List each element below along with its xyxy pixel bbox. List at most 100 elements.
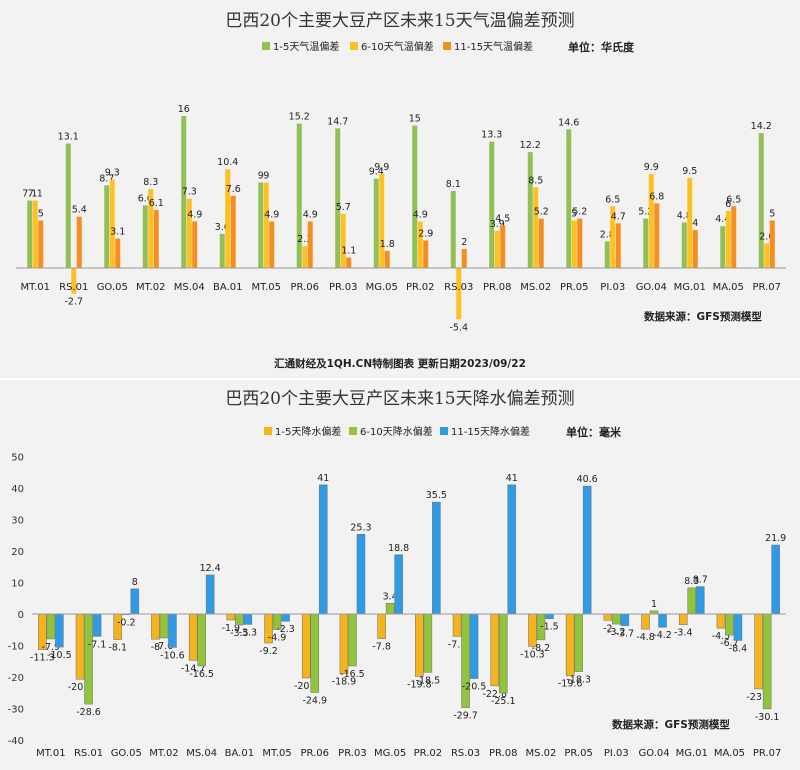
data-label-pr-08-series-1: -22.8 <box>482 689 507 700</box>
legend: 1-5天降水偏差 6-10天降水偏差 11-15天降水偏差 单位：毫米 <box>264 425 622 439</box>
y-tick-label: -10 <box>8 642 24 653</box>
data-label-pr-06-series-1: -20.3 <box>294 681 319 692</box>
bar-pr-07-series-2 <box>764 243 770 268</box>
bar-pr-07-series-1 <box>758 133 764 268</box>
data-label-rs-03-series-2: -29.7 <box>453 711 478 722</box>
category-labels: MT.01 RS.01 GO.05 MT.02 MS.04 BA.01 MT.05 PR.06… <box>36 748 781 759</box>
data-label-ba-01-series-2: 10.4 <box>217 157 238 168</box>
bar-ms-02-series-1 <box>528 613 537 647</box>
bar-mg-05-series-2 <box>379 173 385 268</box>
bar-ms-02-series-3 <box>538 218 544 268</box>
bar-mg-05-series-3 <box>384 250 390 268</box>
bar-mt-01-series-2 <box>46 613 56 640</box>
footer-credit: 汇通财经及1QH.CN特制图表 更新日期2023/09/22 <box>274 357 526 370</box>
bar-go-04-series-2 <box>648 173 654 268</box>
category-label-mg-05: MG.05 <box>366 282 398 293</box>
bar-series-group: -11.3-7.9-10.5-20.7-28.6-7.1 -8.1-0.28-8-… <box>30 473 786 723</box>
y-axis-ticks: -40 -30 -20 -10 0 10 20 30 40 50 <box>8 453 24 748</box>
chart-title: 巴西20个主要大豆产区未来15天降水偏差预测 <box>225 389 574 409</box>
data-label-mt-01-series-3: 5 <box>38 209 44 220</box>
bar-ms-02-series-1 <box>527 152 533 268</box>
bar-pr-05-series-1 <box>566 129 572 268</box>
bar-mt-02-series-3 <box>168 613 177 648</box>
legend-swatch-series-1 <box>264 427 272 435</box>
category-label-pr-02: PR.02 <box>406 282 435 293</box>
category-label-pr-08: PR.08 <box>483 282 512 293</box>
bar-rs-01-series-2 <box>71 268 77 294</box>
bar-ba-01-series-2 <box>225 169 231 268</box>
data-label-mt-02-series-3: 6.1 <box>149 198 164 209</box>
legend-swatch-series-3 <box>440 427 448 435</box>
bar-pr-06-series-2 <box>310 613 320 693</box>
bar-mg-01-series-3 <box>692 230 698 268</box>
bar-pr-05-series-1 <box>565 613 575 677</box>
data-label-pr-03-series-2: -16.5 <box>340 669 365 680</box>
data-label-mt-05-series-1: 9 <box>258 171 264 182</box>
data-label-pr-08-series-3: 4.5 <box>495 213 510 224</box>
data-label-go-05-series-1: -8.1 <box>108 643 127 654</box>
category-label-pr-06: PR.06 <box>300 748 329 759</box>
category-label-mt-05: MT.05 <box>262 748 291 759</box>
category-label-pr-03: PR.03 <box>329 282 358 293</box>
bar-ms-04-series-3 <box>192 221 198 268</box>
data-label-pi-03-series-3: 4.7 <box>611 211 626 222</box>
bar-pr-05-series-3 <box>582 485 592 615</box>
bar-ba-01-series-2 <box>235 613 244 626</box>
bar-ms-02-series-2 <box>533 187 539 268</box>
category-label-pr-07: PR.07 <box>752 282 781 293</box>
legend-label-series-2: 6-10天气温偏差 <box>361 40 434 53</box>
bar-mt-05-series-1 <box>258 182 264 268</box>
bar-rs-01-series-3 <box>92 613 102 637</box>
data-source-note: 数据来源：GFS预测模型 <box>643 310 762 323</box>
data-label-pr-02-series-1: 15 <box>409 114 421 125</box>
bar-mg-01-series-1 <box>681 222 687 268</box>
data-label-ma-05-series-1: 4.4 <box>715 214 730 225</box>
bar-pr-03-series-3 <box>356 534 366 615</box>
category-label-ba-01: BA.01 <box>225 748 254 759</box>
bar-ma-05-series-3 <box>733 613 743 641</box>
bar-ma-05-series-2 <box>725 613 734 636</box>
data-label-rs-01-series-1: 13.1 <box>58 132 79 143</box>
data-label-go-04-series-3: -4.2 <box>653 630 672 641</box>
bar-ma-05-series-2 <box>725 211 731 268</box>
bar-mt-05-series-2 <box>263 182 269 268</box>
data-label-go-05-series-3: 3.1 <box>110 227 125 238</box>
data-label-pr-05-series-2: 5 <box>571 209 577 220</box>
bar-pr-03-series-1 <box>335 128 341 268</box>
data-label-ba-01-series-3: -3.3 <box>239 627 258 638</box>
bar-rs-01-series-1 <box>65 143 71 268</box>
data-label-rs-03-series-3: -20.5 <box>462 682 487 693</box>
data-label-pr-02-series-2: 4.9 <box>413 209 428 220</box>
bar-ba-01-series-1 <box>219 233 225 268</box>
data-label-pr-07-series-3: 21.9 <box>765 533 786 544</box>
data-label-pr-06-series-2: 2.3 <box>297 234 312 245</box>
data-label-mg-05-series-1: 9.4 <box>369 167 384 178</box>
data-label-rs-01-series-3: 5.4 <box>72 205 87 216</box>
data-label-ma-05-series-1: -4.5 <box>712 631 731 642</box>
bar-mt-01-series-3 <box>55 613 64 648</box>
bar-mt-01-series-3 <box>38 220 44 268</box>
data-label-pi-03-series-2: 6.5 <box>605 194 620 205</box>
bar-ms-04-series-3 <box>205 574 215 615</box>
data-label-ms-02-series-3: -1.5 <box>540 622 559 633</box>
data-label-mg-05-series-3: 18.8 <box>388 543 409 554</box>
category-label-go-04: GO.04 <box>636 282 667 293</box>
bar-rs-01-series-2 <box>84 613 93 705</box>
data-label-ms-02-series-1: 12.2 <box>520 140 541 151</box>
bar-rs-03-series-2 <box>456 268 462 320</box>
bar-pr-07-series-3 <box>771 544 780 615</box>
data-label-pi-03-series-3: -3.7 <box>616 629 635 640</box>
data-label-pr-08-series-3: 41 <box>506 473 518 484</box>
bar-go-05-series-2 <box>109 179 115 268</box>
bar-rs-03-series-2 <box>461 613 470 708</box>
data-label-pr-06-series-3: 4.9 <box>303 209 318 220</box>
bar-rs-01-series-3 <box>76 216 82 268</box>
bar-pr-07-series-2 <box>762 613 772 710</box>
data-label-ms-02-series-1: -10.3 <box>520 649 545 660</box>
bar-ba-01-series-3 <box>230 195 236 268</box>
category-label-rs-01: RS.01 <box>74 748 103 759</box>
category-label-pi-03: PI.03 <box>600 282 625 293</box>
legend-swatch-series-2 <box>349 427 357 435</box>
legend-label-series-3: 11-15天气温偏差 <box>454 40 533 53</box>
y-tick-label: 20 <box>11 547 24 558</box>
